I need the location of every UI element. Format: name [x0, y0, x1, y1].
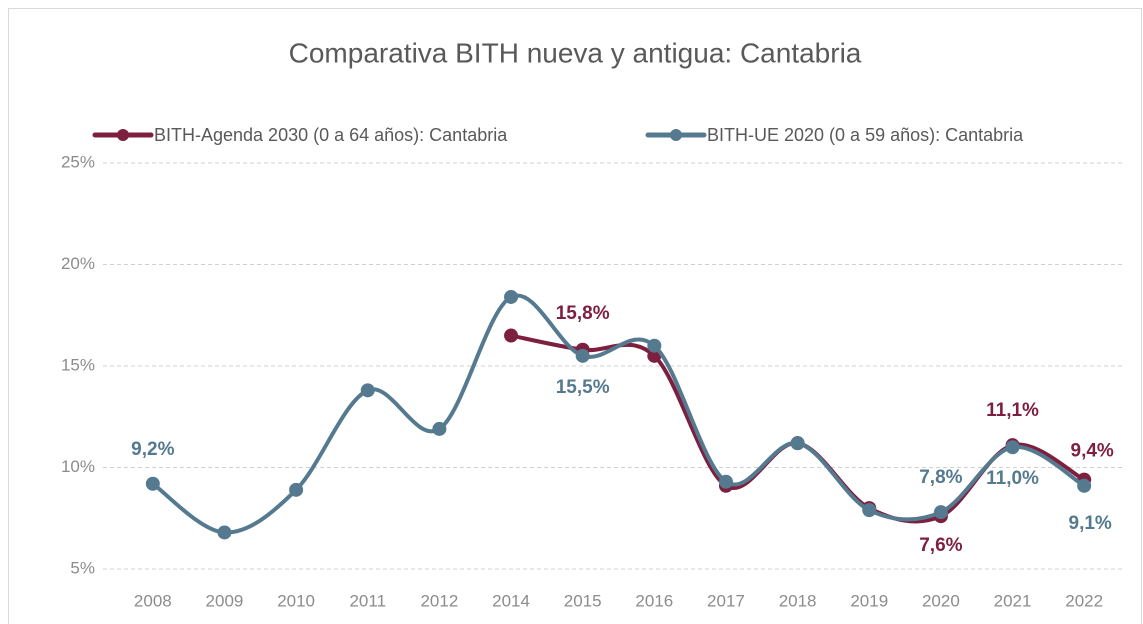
legend-marker — [117, 129, 129, 141]
x-tick-label: 2019 — [850, 591, 888, 610]
x-tick-label: 2018 — [779, 591, 817, 610]
chart-title: Comparativa BITH nueva y antigua: Cantab… — [289, 37, 862, 68]
y-tick-label: 5% — [70, 558, 95, 577]
data-point — [432, 421, 447, 436]
y-tick-label: 25% — [61, 152, 95, 171]
x-tick-label: 2009 — [206, 591, 244, 610]
series-line — [150, 293, 1087, 535]
data-point — [360, 383, 375, 398]
data-point — [217, 525, 232, 540]
x-tick-label: 2008 — [134, 591, 172, 610]
legend-label: BITH-UE 2020 (0 a 59 años): Cantabria — [707, 125, 1024, 145]
x-tick-label: 2014 — [492, 591, 530, 610]
data-label: 15,5% — [556, 377, 610, 398]
x-tick-label: 2021 — [994, 591, 1032, 610]
data-label: 9,4% — [1071, 441, 1114, 462]
data-point — [1077, 478, 1092, 493]
data-label: 9,1% — [1069, 513, 1112, 534]
legend-marker — [670, 129, 682, 141]
data-point — [289, 482, 304, 497]
x-tick-label: 2015 — [564, 591, 602, 610]
x-tick-label: 2022 — [1065, 591, 1103, 610]
data-point — [1005, 440, 1020, 455]
x-tick-label: 2011 — [349, 591, 386, 610]
data-point — [575, 348, 590, 363]
x-tick-label: 2020 — [922, 591, 960, 610]
data-point — [504, 289, 519, 304]
y-tick-label: 15% — [61, 355, 95, 374]
data-label: 11,0% — [986, 468, 1039, 489]
data-point — [933, 505, 948, 520]
legend-label: BITH-Agenda 2030 (0 a 64 años): Cantabri… — [154, 125, 508, 145]
data-point — [504, 328, 519, 343]
data-point — [647, 338, 662, 353]
data-point — [145, 476, 160, 491]
data-label: 7,8% — [919, 467, 962, 488]
data-point — [790, 436, 805, 451]
data-point — [718, 474, 733, 489]
x-tick-label: 2016 — [635, 591, 673, 610]
x-tick-label: 2012 — [420, 591, 458, 610]
data-point — [862, 503, 877, 518]
y-tick-label: 10% — [61, 457, 95, 476]
x-tick-label: 2010 — [277, 591, 315, 610]
data-label: 9,2% — [131, 439, 174, 460]
x-tick-label: 2017 — [707, 591, 745, 610]
y-tick-label: 20% — [61, 254, 95, 273]
data-label: 7,6% — [919, 535, 962, 556]
data-label: 11,1% — [986, 400, 1039, 421]
data-label: 15,8% — [556, 303, 610, 324]
